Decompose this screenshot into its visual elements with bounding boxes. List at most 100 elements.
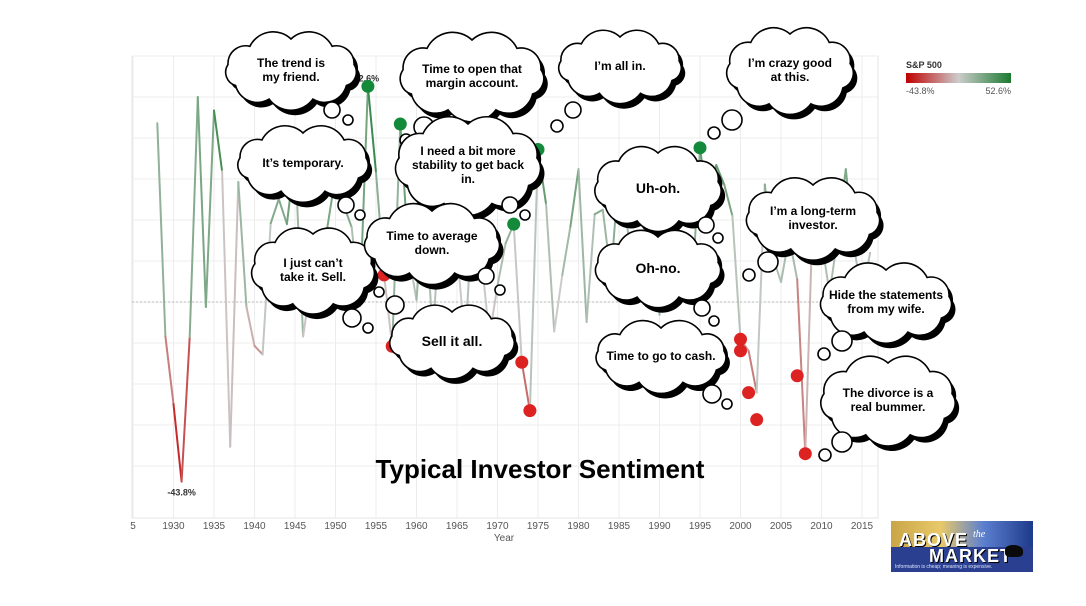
bubble-cloud	[725, 26, 855, 116]
bubble-cloud	[388, 304, 516, 380]
line-segment	[577, 168, 588, 324]
line-segment	[237, 180, 248, 308]
bubble-trail-circle	[697, 216, 715, 234]
line-segment	[715, 164, 726, 186]
line-segment	[213, 109, 224, 173]
sentiment-dot	[361, 79, 375, 93]
line-segment	[269, 198, 280, 225]
line-segment	[796, 278, 807, 455]
line-segment	[188, 96, 199, 339]
thought-bubble-cash: Time to go to cash.	[595, 319, 733, 410]
sentiment-dot	[693, 141, 707, 155]
bubble-cloud	[595, 319, 727, 395]
bubble-trail-circle	[708, 315, 720, 327]
legend: S&P 500 -43.8% 52.6%	[906, 60, 1011, 96]
x-tick-label: 2015	[851, 521, 874, 532]
line-segment	[253, 344, 264, 356]
logo-tagline: Information is cheap; meaning is expensi…	[895, 564, 993, 570]
line-segment	[747, 349, 758, 394]
bubble-trail-circle	[721, 398, 733, 410]
bubble-trail-circle	[323, 101, 341, 119]
above-the-market-logo: ABOVE the MARKET Information is cheap; m…	[891, 521, 1033, 572]
bubble-cloud	[594, 145, 722, 233]
sentiment-dot	[750, 413, 764, 427]
bubble-text-line: Time to go to cash.	[606, 349, 715, 363]
x-tick-label: 1945	[284, 521, 307, 532]
bubble-trail-circle	[693, 299, 711, 317]
bubble-text-line: Time to average	[386, 229, 477, 243]
bubble-cloud	[594, 229, 722, 309]
sentiment-dot	[393, 117, 407, 131]
sentiment-dot	[734, 332, 747, 346]
x-tick-label: 1940	[243, 521, 266, 532]
line-segment	[569, 168, 580, 228]
thought-bubble-sell-all: Sell it all.	[373, 286, 519, 384]
bubble-text-line: I need a bit more	[420, 144, 516, 158]
sentiment-dot	[742, 386, 756, 400]
legend-title: S&P 500	[906, 60, 942, 70]
bubble-text-line: in.	[461, 172, 475, 186]
line-segment	[561, 225, 572, 276]
x-tick-label: 2005	[770, 521, 793, 532]
x-tick-label: 1970	[486, 521, 509, 532]
x-tick-label: 5	[130, 521, 136, 532]
max-value-label: 2.6%	[359, 73, 380, 83]
line-segment	[277, 198, 288, 226]
x-tick-label: 2010	[810, 521, 833, 532]
bubble-trail-circle	[494, 284, 506, 296]
bubble-trail-circle	[373, 286, 385, 298]
line-segment	[528, 148, 539, 412]
line-segment	[196, 96, 207, 308]
bubble-text-line: Uh-oh.	[636, 180, 680, 196]
legend-max-label: 52.6%	[985, 86, 1011, 96]
bubble-cloud	[224, 31, 358, 112]
bubble-trail-circle	[342, 114, 354, 126]
bubble-cloud	[363, 202, 501, 286]
bubble-trail-circle	[817, 347, 831, 361]
bubble-text-line: I’m all in.	[594, 59, 645, 73]
bull-icon	[1005, 545, 1023, 557]
bubble-trail-circle	[702, 384, 722, 404]
line-segment	[164, 335, 175, 406]
x-tick-label: 1965	[446, 521, 469, 532]
line-segment	[593, 208, 604, 216]
bubble-text-line: at this.	[771, 70, 810, 84]
bubble-trail-circle	[742, 268, 756, 282]
bubble-trail-circle	[362, 322, 374, 334]
thought-bubble-oh-no: Oh-no.	[594, 229, 725, 327]
bubble-trail-circle	[721, 109, 743, 131]
x-axis: 5 1930 1935 1940 1945 1950 1955 1960 1965 1970 197…	[130, 521, 873, 544]
bubble-text-line: my friend.	[262, 70, 319, 84]
bubble-trail-circle	[757, 251, 779, 273]
line-segment	[545, 203, 556, 333]
x-axis-title: Year	[494, 533, 515, 544]
bubble-text-line: take it. Sell.	[280, 270, 346, 284]
line-segment	[366, 85, 377, 174]
x-tick-label: 1935	[203, 521, 226, 532]
x-tick-label: 1950	[324, 521, 347, 532]
bubble-text-line: The divorce is a	[843, 386, 934, 400]
bubble-trail-circle	[831, 330, 853, 352]
bubble-text-line: Oh-no.	[635, 260, 680, 276]
line-segment	[512, 223, 523, 364]
bubble-trail-circle	[337, 196, 355, 214]
bubble-text-line: from my wife.	[847, 302, 924, 316]
bubble-trail-circle	[342, 308, 362, 328]
bubble-trail-circle	[564, 101, 582, 119]
x-tick-label: 1960	[405, 521, 428, 532]
bubble-cloud	[557, 29, 683, 105]
bubble-trail-circle	[385, 295, 405, 315]
sentiment-dot	[798, 447, 812, 461]
logo-word-2: MARKET	[929, 546, 1012, 566]
line-segment	[520, 361, 531, 412]
min-value-label: -43.8%	[167, 488, 196, 498]
